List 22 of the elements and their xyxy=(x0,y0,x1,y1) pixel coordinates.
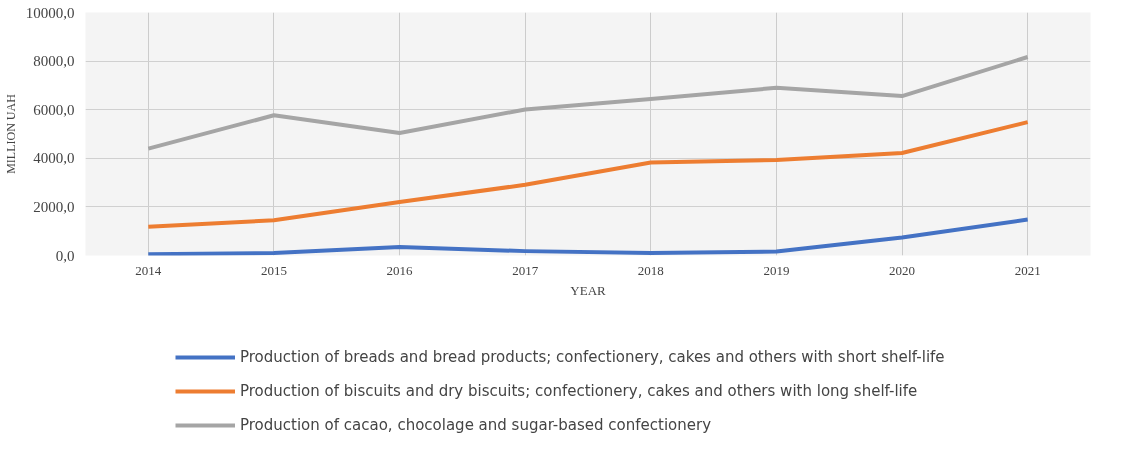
y-tick-label: 4000,0 xyxy=(33,150,75,167)
y-axis-title: MILLION UAH xyxy=(3,93,18,174)
legend-label: Production of breads and bread products; confectionery, cakes and others with short shelf-life xyxy=(240,348,945,366)
y-tick-label: 8000,0 xyxy=(33,53,75,70)
x-tick-label: 2019 xyxy=(763,262,790,278)
line-series xyxy=(146,217,1030,256)
y-tick-label: 2000,0 xyxy=(33,198,75,215)
legend-label: Production of biscuits and dry biscuits; confectionery, cakes and others with long shelf-life xyxy=(240,382,918,400)
y-tick-label: 0,0 xyxy=(55,247,75,264)
legend-label: Production of cacao, chocolage and sugar-based confectionery xyxy=(240,416,712,434)
x-tick-label: 2018 xyxy=(637,262,664,278)
line-series xyxy=(146,120,1030,229)
x-tick-label: 2021 xyxy=(1014,262,1041,278)
y-tick-label: 10000,0 xyxy=(25,4,75,21)
line-series xyxy=(146,54,1030,151)
x-tick-label: 2020 xyxy=(889,262,916,278)
x-tick-label: 2015 xyxy=(260,262,287,278)
y-tick-label: 6000,0 xyxy=(33,101,75,118)
x-tick-label: 2017 xyxy=(512,262,539,278)
x-tick-label: 2016 xyxy=(386,262,414,278)
x-axis-title: YEAR xyxy=(570,282,607,298)
x-tick-label: 2014 xyxy=(135,262,162,278)
